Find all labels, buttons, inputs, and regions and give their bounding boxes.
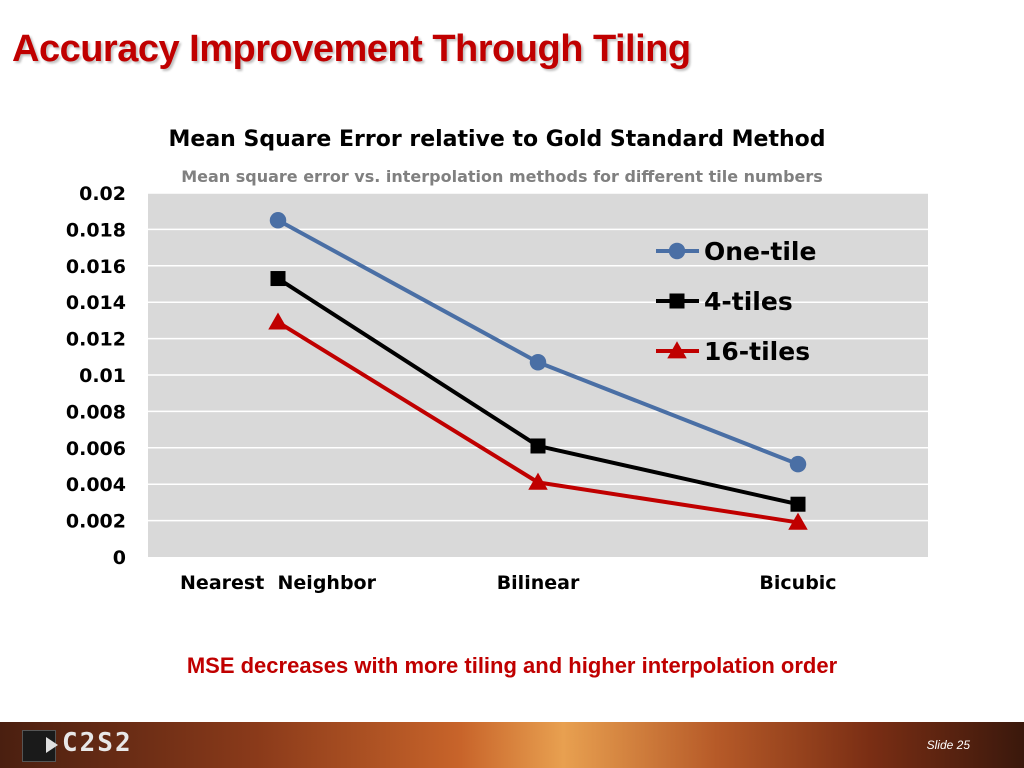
x-tick-label: Bicubic: [759, 572, 836, 594]
footer-bar: C2S2 Slide 25: [0, 722, 1024, 768]
series-16-tiles: [268, 312, 808, 530]
c2s2-logo: C2S2: [22, 728, 142, 762]
data-point: [268, 312, 288, 330]
legend-marker: [667, 341, 687, 359]
legend-marker: [669, 293, 685, 309]
logo-text: C2S2: [62, 728, 133, 758]
slide-number: Slide 25: [926, 738, 970, 752]
legend-label: 4-tiles: [704, 287, 793, 316]
y-tick-label: 0.016: [66, 256, 126, 278]
data-point: [789, 455, 807, 473]
series-layer: [268, 212, 808, 530]
y-tick-label: 0.014: [66, 292, 126, 314]
legend-item: One-tile: [656, 237, 816, 266]
series-4-tiles: [270, 271, 806, 512]
legend-marker: [668, 242, 686, 260]
y-tick-label: 0.002: [66, 511, 126, 533]
data-point: [790, 496, 806, 512]
legend-item: 4-tiles: [656, 287, 793, 316]
slide-caption: MSE decreases with more tiling and highe…: [186, 653, 838, 678]
y-tick-label: 0.004: [66, 474, 126, 496]
series-one-tile: [269, 212, 807, 473]
logo-arrow-icon: [46, 737, 58, 753]
x-axis-tick-labels: Nearest Neighbor Bilinear Bicubic: [180, 572, 837, 594]
y-tick-label: 0: [113, 547, 126, 569]
legend-label: 16-tiles: [704, 337, 810, 366]
x-tick-label: Nearest Neighbor: [180, 572, 377, 594]
y-tick-label: 0.018: [66, 219, 126, 241]
data-point: [269, 212, 287, 229]
y-tick-label: 0.006: [66, 438, 126, 460]
legend-item: 16-tiles: [656, 337, 810, 366]
data-point: [529, 354, 547, 371]
x-tick-label: Bilinear: [497, 572, 580, 594]
chart-title: Mean Square Error relative to Gold Stand…: [169, 127, 826, 152]
y-tick-label: 0.01: [79, 365, 126, 387]
data-point: [530, 438, 546, 454]
mse-line-chart: Mean Square Error relative to Gold Stand…: [66, 127, 928, 594]
slide-title: Accuracy Improvement Through Tiling: [12, 28, 691, 70]
y-tick-label: 0.02: [79, 183, 126, 205]
legend: One-tile 4-tiles 16-tiles: [656, 237, 816, 366]
data-point: [788, 512, 808, 530]
y-axis-tick-labels: 0 0.002 0.004 0.006 0.008 0.01 0.012 0.014 0.016…: [66, 183, 126, 569]
data-point: [528, 472, 548, 490]
legend-label: One-tile: [704, 237, 816, 266]
y-tick-label: 0.012: [66, 329, 126, 351]
y-tick-label: 0.008: [66, 401, 126, 423]
data-point: [270, 271, 286, 287]
chart-subtitle: Mean square error vs. interpolation meth…: [181, 167, 823, 186]
